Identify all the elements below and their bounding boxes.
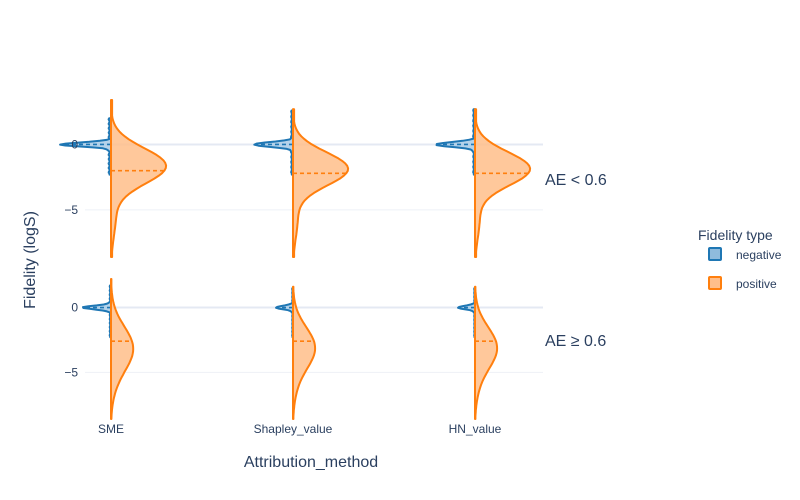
- legend-swatch-negative: [708, 247, 722, 261]
- x-tick-label-Shapley_value: Shapley_value: [254, 422, 333, 436]
- y-tick-label: −5: [64, 365, 78, 379]
- violin-positive-HN_value-facet0: [474, 108, 532, 258]
- y-tick-label: 0: [71, 301, 78, 315]
- y-tick-label: 0: [71, 137, 78, 151]
- y-axis-title: Fidelity (logS): [22, 211, 39, 309]
- violin-negative-SME-facet1: [82, 284, 112, 339]
- facet-label-bottom: AE ≥ 0.6: [545, 333, 606, 350]
- violin-positive-SME-facet0: [110, 99, 168, 258]
- x-axis-title: Attribution_method: [244, 454, 378, 471]
- legend-label-positive: positive: [736, 277, 777, 291]
- violin-negative-HN_value-facet0: [435, 108, 476, 176]
- legend-title: Fidelity type: [698, 227, 773, 243]
- y-tick-label: −5: [64, 203, 78, 217]
- violin-positive-Shapley_value-facet0: [292, 108, 350, 258]
- legend-swatch-positive: [708, 276, 722, 290]
- legend-label-negative: negative: [736, 248, 782, 262]
- violin-positive-Shapley_value-facet1: [292, 285, 317, 420]
- violin-negative-HN_value-facet1: [457, 287, 476, 339]
- legend-item-positive[interactable]: positive: [708, 276, 777, 291]
- legend-item-negative[interactable]: negative: [708, 247, 782, 262]
- tick-layer: 0 −5 0 −5 SME Shapley_value HN_value: [64, 137, 501, 436]
- violin-positive-HN_value-facet1: [474, 285, 499, 420]
- violin-negative-Shapley_value-facet0: [253, 109, 294, 176]
- violin-negative-SME-facet0: [59, 117, 112, 176]
- violin-positive-SME-facet1: [110, 278, 135, 420]
- x-tick-label-SME: SME: [98, 422, 124, 436]
- violin-layer: [59, 99, 532, 420]
- x-tick-label-HN_value: HN_value: [449, 422, 502, 436]
- violin-negative-Shapley_value-facet1: [275, 287, 294, 339]
- legend: Fidelity type negative positive: [698, 227, 782, 291]
- facet-label-top: AE < 0.6: [545, 172, 607, 189]
